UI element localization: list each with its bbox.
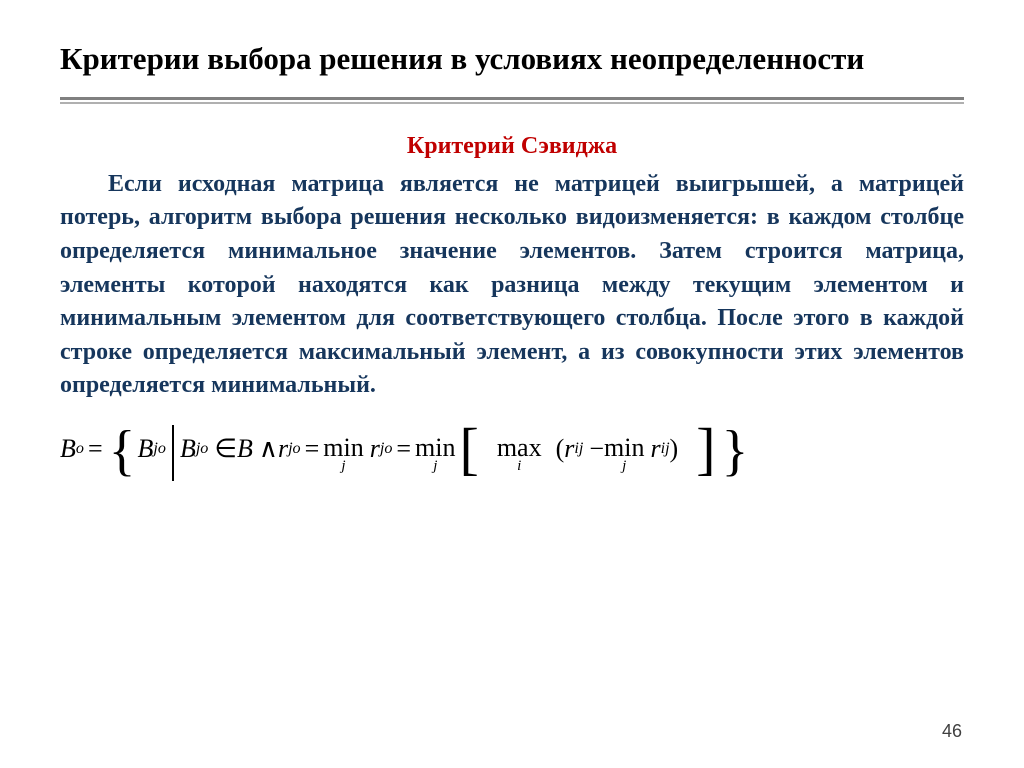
sym-r-1: r xyxy=(278,434,288,464)
title-divider xyxy=(60,97,964,105)
op-max: max i xyxy=(497,435,542,474)
sym-under-j-1: j xyxy=(341,459,345,474)
sym-sub-jo-4: jo xyxy=(380,440,393,458)
sym-sub-ij-2: ij xyxy=(661,440,670,458)
formula: Bo = { Bjo Bjo ∈ B ∧ rjo = min j rjo = m… xyxy=(60,421,964,477)
sym-in: ∈ xyxy=(214,434,237,464)
op-min-3: min j xyxy=(604,435,644,474)
divider-bar-top xyxy=(60,97,964,100)
sym-B-3: B xyxy=(180,434,196,464)
sym-and: ∧ xyxy=(259,434,278,464)
sym-under-i: i xyxy=(517,459,521,474)
sym-sub-jo-2: jo xyxy=(196,440,209,458)
sym-sub-jo-1: jo xyxy=(153,440,166,458)
sym-under-j-3: j xyxy=(622,459,626,474)
sym-under-j-2: j xyxy=(433,459,437,474)
such-that-bar-icon xyxy=(172,425,174,481)
sym-lparen: ( xyxy=(556,434,565,464)
sym-minus: − xyxy=(589,434,604,464)
op-min-2: min j xyxy=(415,435,455,474)
sym-r-4: r xyxy=(650,434,660,464)
slide-title: Критерии выбора решения в условиях неопр… xyxy=(60,40,964,79)
sym-r-2: r xyxy=(370,434,380,464)
sym-r-3: r xyxy=(564,434,574,464)
sym-eq-2: = xyxy=(301,434,324,464)
slide: Критерии выбора решения в условиях неопр… xyxy=(0,0,1024,768)
sym-eq-3: = xyxy=(392,434,415,464)
page-number: 46 xyxy=(942,721,962,742)
sym-B-4: B xyxy=(237,434,253,464)
sym-sub-o: o xyxy=(76,440,84,458)
sym-eq-1: = xyxy=(84,434,107,464)
sym-B: B xyxy=(60,434,76,464)
op-min-1: min j xyxy=(323,435,363,474)
sym-sub-ij-1: ij xyxy=(574,440,583,458)
section-subtitle: Критерий Сэвиджа xyxy=(60,133,964,160)
divider-bar-bottom xyxy=(60,102,964,104)
sym-B-2: B xyxy=(138,434,154,464)
body-paragraph: Если исходная матрица является не матриц… xyxy=(60,168,964,403)
sym-rparen: ) xyxy=(670,434,679,464)
sym-sub-jo-3: jo xyxy=(288,440,301,458)
